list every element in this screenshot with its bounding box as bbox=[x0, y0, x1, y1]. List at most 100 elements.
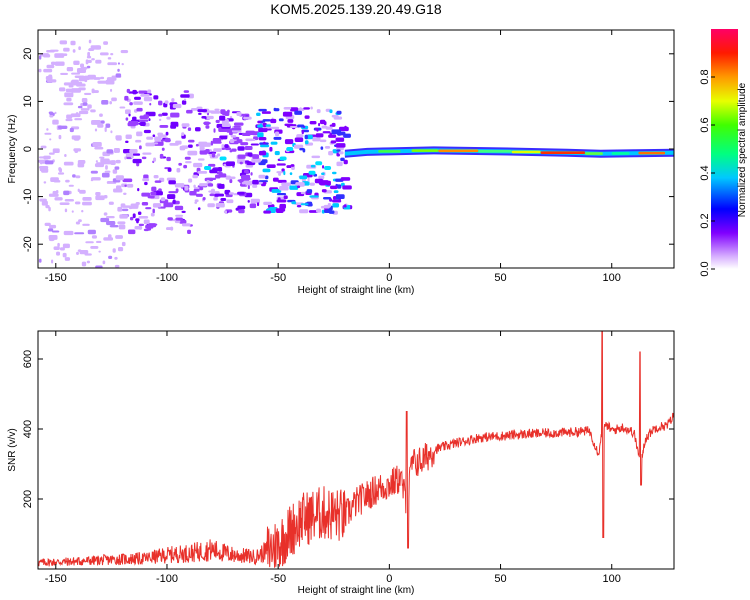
spectrogram-cell bbox=[335, 137, 345, 142]
spectrogram-cell bbox=[218, 173, 227, 178]
spectrogram-cell bbox=[338, 151, 344, 155]
spectrogram-cell bbox=[252, 184, 258, 188]
spectrogram-cell bbox=[78, 46, 81, 51]
spectrogram-x-axis-label: Height of straight line (km) bbox=[298, 285, 415, 296]
spectrogram-cell bbox=[118, 224, 126, 230]
spectrogram-cell bbox=[245, 130, 255, 135]
spectrogram-cell bbox=[109, 225, 119, 228]
spectrogram-cell bbox=[213, 128, 216, 133]
spectrogram-cell bbox=[258, 180, 268, 183]
spectrogram-cell bbox=[277, 179, 287, 183]
spectrogram-cell bbox=[112, 169, 118, 174]
spectrogram-cell bbox=[88, 47, 92, 52]
spectrogram-cell bbox=[180, 94, 190, 98]
spectrogram-cell bbox=[117, 246, 124, 252]
spectrogram-cell bbox=[132, 116, 137, 121]
spectrogram-cell bbox=[309, 121, 317, 125]
spectrogram-cell bbox=[117, 206, 123, 212]
spectrogram-cell bbox=[54, 53, 65, 58]
spectrogram-cell bbox=[117, 68, 120, 72]
spectrogram-cell bbox=[81, 261, 87, 267]
spectrogram-cell bbox=[336, 110, 342, 115]
spectrogram-cell bbox=[129, 216, 134, 221]
spectrogram-cell bbox=[82, 201, 92, 206]
spectrogram-cell bbox=[262, 168, 271, 173]
spectrogram-cell bbox=[75, 175, 81, 179]
colorbar-tick-label: 0.8 bbox=[699, 69, 711, 84]
spectrogram-cell bbox=[128, 91, 139, 94]
spectrogram-cell bbox=[74, 118, 83, 121]
spectrogram-cell bbox=[50, 61, 56, 65]
spectrogram-cell bbox=[289, 125, 300, 129]
spectrogram-cell bbox=[46, 64, 55, 69]
spectrogram-cell bbox=[157, 132, 164, 136]
spectrogram-cell bbox=[130, 154, 134, 159]
spectrogram-cell bbox=[99, 113, 103, 117]
spectrogram-cell bbox=[108, 255, 113, 260]
spectrogram-cell bbox=[236, 111, 242, 116]
spectrogram-cell bbox=[281, 168, 285, 172]
spectrogram-cell bbox=[175, 140, 182, 145]
spectrogram-cell bbox=[115, 235, 123, 239]
spectrogram-cell bbox=[105, 165, 108, 170]
spectrogram-cell bbox=[101, 172, 110, 178]
spectrogram-cell bbox=[220, 197, 227, 202]
spectrogram-cell bbox=[336, 149, 341, 152]
spectrogram-cell bbox=[306, 189, 313, 194]
colorbar-ticks: 0.0 0.2 0.4 0.6 0.8 bbox=[699, 69, 715, 277]
spectrogram-cell bbox=[273, 136, 282, 140]
spectrogram-cell bbox=[230, 135, 237, 138]
spectrogram-cell bbox=[225, 193, 233, 198]
spectrogram-cell bbox=[76, 251, 79, 255]
spectrogram-cell bbox=[201, 116, 207, 119]
spectrogram-cell bbox=[319, 139, 327, 143]
spectrogram-cell bbox=[187, 144, 193, 148]
spectrogram-cell bbox=[152, 208, 155, 214]
spectrogram-cell bbox=[239, 161, 243, 165]
spectrogram-cell bbox=[329, 124, 335, 127]
spectrogram-cell bbox=[75, 221, 80, 225]
spectrogram-cell bbox=[272, 177, 279, 182]
spectrogram-cell bbox=[118, 269, 121, 272]
spectrogram-cell bbox=[263, 201, 273, 206]
spectrogram-cell bbox=[166, 156, 171, 162]
spectrogram-cell bbox=[74, 75, 85, 78]
spectrogram-cell bbox=[91, 177, 101, 181]
spectrogram-cell bbox=[86, 65, 91, 69]
spectrogram-cell bbox=[243, 180, 253, 186]
spectrogram-cell bbox=[141, 201, 149, 206]
y-tick-label: -10 bbox=[22, 189, 34, 205]
spectrogram-cell bbox=[71, 210, 74, 213]
spectrogram-cell bbox=[145, 207, 152, 210]
spectrogram-cell bbox=[178, 162, 183, 166]
spectrogram-cell bbox=[106, 220, 116, 226]
spectrogram-cell bbox=[183, 164, 188, 169]
spectrogram-cell bbox=[91, 88, 95, 94]
spectrogram-cell bbox=[158, 113, 163, 117]
spectrogram-cell bbox=[299, 147, 305, 151]
spectrogram-y-ticks: -20 -10 0 10 20 bbox=[22, 48, 674, 252]
spectrogram-cell bbox=[116, 271, 126, 273]
spectrogram-cell bbox=[94, 45, 102, 50]
spectrogram-cell bbox=[216, 153, 221, 157]
spectrogram-cell bbox=[122, 178, 133, 183]
spectrogram-cell bbox=[275, 131, 280, 137]
spectrogram-cell bbox=[161, 147, 165, 151]
spectrogram-cell bbox=[225, 175, 231, 180]
spectrogram-cell bbox=[215, 202, 225, 208]
spectrogram-cell bbox=[58, 125, 68, 130]
spectrogram-cell bbox=[284, 139, 294, 145]
spectrogram-cell bbox=[296, 134, 304, 138]
spectrogram-cell bbox=[59, 247, 65, 251]
spectrogram-cell bbox=[146, 136, 154, 140]
spectrogram-cell bbox=[102, 260, 106, 265]
spectrogram-cell bbox=[223, 210, 228, 214]
spectrogram-cell bbox=[225, 161, 235, 167]
spectrogram-cell bbox=[77, 162, 85, 168]
spectrogram-cell bbox=[40, 145, 47, 149]
spectrogram-cell bbox=[97, 80, 107, 84]
spectrogram-cell bbox=[44, 160, 54, 165]
spectrogram-cell bbox=[70, 113, 81, 118]
spectrogram-cell bbox=[296, 185, 301, 189]
spectrogram-cell bbox=[115, 175, 124, 181]
